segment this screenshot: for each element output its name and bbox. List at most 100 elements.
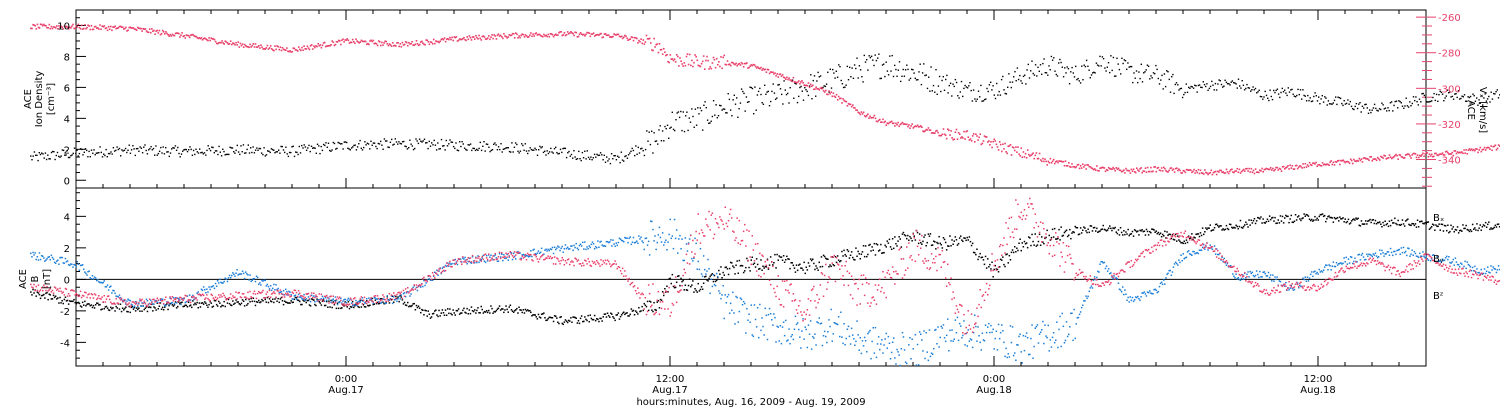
velocity-point bbox=[619, 36, 622, 38]
density-point bbox=[84, 148, 87, 150]
density-point bbox=[800, 85, 802, 88]
bx-point bbox=[144, 307, 147, 309]
density-point bbox=[914, 77, 916, 79]
bx-point bbox=[286, 301, 288, 304]
velocity-point bbox=[1251, 171, 1254, 174]
density-point bbox=[1183, 93, 1185, 96]
velocity-point bbox=[616, 33, 619, 36]
bx-point bbox=[1485, 226, 1488, 228]
bx-point bbox=[110, 306, 112, 309]
density-point bbox=[533, 149, 535, 151]
bx-point bbox=[91, 306, 94, 309]
bx-point bbox=[675, 281, 678, 283]
by-point bbox=[459, 258, 462, 260]
velocity-point bbox=[102, 25, 105, 28]
by-point bbox=[431, 279, 434, 281]
by-point bbox=[295, 298, 298, 301]
bx-point bbox=[898, 236, 900, 238]
by-point bbox=[434, 271, 436, 273]
velocity-point bbox=[529, 34, 531, 36]
density-point bbox=[643, 154, 646, 157]
bx-point bbox=[300, 303, 302, 306]
by-point bbox=[544, 249, 546, 251]
density-point bbox=[1212, 84, 1214, 86]
by-point bbox=[428, 278, 431, 280]
density-point bbox=[450, 141, 452, 143]
velocity-point bbox=[1212, 171, 1215, 174]
density-point bbox=[1189, 87, 1191, 89]
bx-point bbox=[141, 310, 143, 312]
velocity-point bbox=[476, 36, 478, 39]
bx-point bbox=[1436, 225, 1438, 228]
bx-point bbox=[921, 243, 923, 245]
density-point bbox=[844, 86, 846, 88]
velocity-point bbox=[1311, 164, 1313, 167]
bx-point bbox=[726, 268, 729, 270]
density-point bbox=[1332, 102, 1334, 104]
density-point bbox=[448, 143, 450, 145]
by-point bbox=[321, 295, 324, 298]
velocity-point bbox=[274, 45, 276, 47]
density-point bbox=[1309, 97, 1311, 99]
bx-point bbox=[874, 254, 877, 256]
bx-point bbox=[1107, 227, 1110, 229]
by-point bbox=[225, 278, 228, 280]
bx-point bbox=[1043, 242, 1045, 245]
bx-point bbox=[1157, 231, 1160, 234]
bx-point bbox=[361, 299, 364, 302]
density-point bbox=[347, 147, 349, 149]
bx-point bbox=[1156, 232, 1158, 235]
bx-point bbox=[245, 298, 247, 301]
bx-point bbox=[960, 235, 962, 237]
density-point bbox=[1181, 96, 1184, 99]
velocity-point bbox=[948, 129, 950, 132]
velocity-point bbox=[1174, 167, 1177, 170]
density-point bbox=[1490, 91, 1492, 93]
velocity-point bbox=[1026, 149, 1029, 151]
density-point bbox=[401, 141, 404, 143]
by-point bbox=[129, 299, 131, 302]
velocity-point bbox=[76, 26, 79, 28]
bx-point bbox=[329, 306, 331, 308]
bx-point bbox=[1252, 220, 1255, 222]
bx-point bbox=[1353, 218, 1355, 220]
by-point bbox=[318, 299, 320, 301]
velocity-point bbox=[174, 32, 177, 35]
bx-point bbox=[596, 318, 598, 320]
density-point bbox=[885, 61, 887, 63]
bx-point bbox=[1187, 235, 1190, 237]
velocity-point bbox=[960, 137, 962, 139]
density-point bbox=[898, 61, 901, 63]
density-point bbox=[1363, 107, 1365, 109]
density-point bbox=[500, 143, 502, 145]
bx-point bbox=[636, 311, 638, 314]
bx-point bbox=[1246, 223, 1248, 225]
bx-point bbox=[162, 309, 165, 311]
bx-point bbox=[104, 306, 107, 308]
by-point bbox=[553, 246, 556, 248]
bx-point bbox=[625, 312, 627, 315]
by-point bbox=[216, 280, 219, 282]
density-point bbox=[545, 154, 547, 156]
bx-point bbox=[1182, 242, 1184, 245]
bx-point bbox=[931, 244, 934, 246]
bx-point bbox=[615, 314, 617, 316]
velocity-point bbox=[665, 54, 667, 57]
by-point bbox=[469, 261, 472, 264]
density-point bbox=[449, 139, 451, 141]
bx-point bbox=[44, 297, 46, 299]
by-point bbox=[212, 285, 215, 287]
by-point bbox=[37, 259, 40, 261]
density-point bbox=[746, 101, 749, 103]
velocity-point bbox=[1037, 157, 1040, 160]
density-point bbox=[1169, 91, 1172, 93]
bx-point bbox=[1348, 223, 1351, 225]
bx-point bbox=[789, 267, 791, 270]
density-point bbox=[627, 154, 630, 156]
velocity-point bbox=[1253, 172, 1256, 175]
by-point bbox=[579, 243, 582, 245]
velocity-point bbox=[648, 37, 651, 40]
bx-point bbox=[1136, 231, 1138, 233]
bx-point bbox=[1349, 222, 1352, 224]
velocity-point bbox=[971, 135, 974, 137]
